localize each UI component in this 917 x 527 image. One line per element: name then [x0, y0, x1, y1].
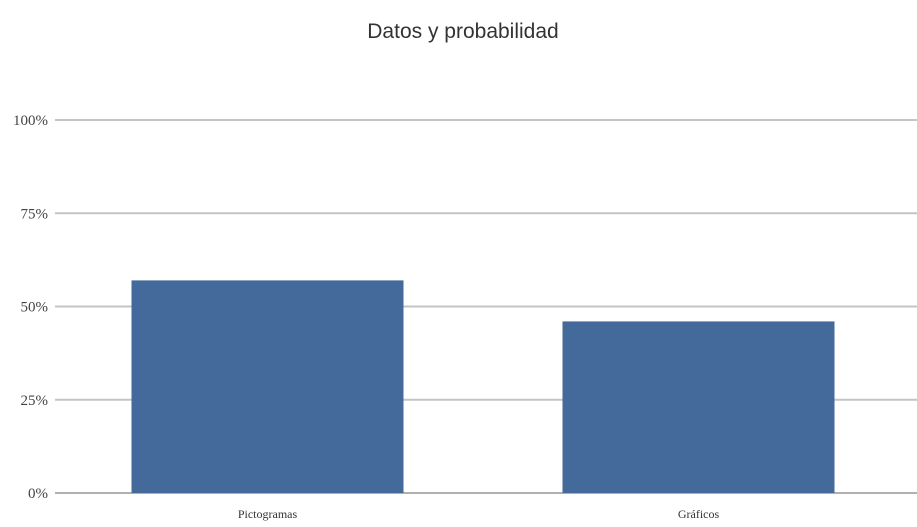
- y-axis-tick-labels: 0% 25% 50% 75% 100%: [13, 113, 48, 502]
- y-tick-label-25: 25%: [21, 393, 49, 409]
- y-tick-label-0: 0%: [28, 486, 48, 502]
- bars: [131, 280, 835, 493]
- y-tick-label-75: 75%: [21, 206, 49, 222]
- x-axis-category-labels: Pictogramas Gráficos: [238, 507, 720, 521]
- bar-pictogramas: [131, 280, 404, 493]
- y-tick-label-100: 100%: [13, 113, 48, 129]
- bar-graficos: [562, 321, 835, 493]
- x-category-label: Gráficos: [678, 507, 720, 521]
- x-category-label: Pictogramas: [238, 507, 298, 521]
- y-tick-label-50: 50%: [21, 300, 49, 316]
- chart-title: Datos y probabilidad: [367, 20, 558, 43]
